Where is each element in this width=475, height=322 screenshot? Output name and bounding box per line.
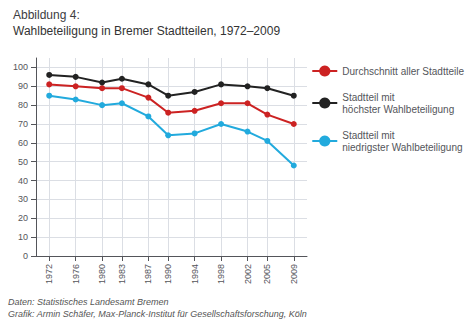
svg-text:1998: 1998 (216, 264, 226, 284)
svg-text:90: 90 (18, 81, 28, 91)
svg-text:Durchschnitt aller Stadtteile: Durchschnitt aller Stadtteile (342, 66, 464, 77)
svg-text:Daten: Statistisches Landesamt: Daten: Statistisches Landesamt Bremen (8, 297, 169, 307)
svg-text:2009: 2009 (289, 264, 299, 284)
svg-text:1976: 1976 (71, 264, 81, 284)
svg-text:Abbildung 4:: Abbildung 4: (13, 8, 80, 22)
svg-text:1987: 1987 (143, 264, 153, 284)
svg-text:80: 80 (18, 100, 28, 110)
svg-text:40: 40 (18, 176, 28, 186)
svg-text:Stadtteil mit: Stadtteil mit (342, 92, 394, 103)
svg-text:1972: 1972 (44, 264, 54, 284)
svg-text:70: 70 (18, 119, 28, 129)
svg-text:2002: 2002 (243, 264, 253, 284)
svg-text:50: 50 (18, 157, 28, 167)
svg-text:Stadtteil mit: Stadtteil mit (342, 130, 394, 141)
svg-text:10: 10 (18, 232, 28, 242)
svg-text:0: 0 (23, 251, 28, 261)
svg-text:20: 20 (18, 213, 28, 223)
svg-text:1980: 1980 (97, 264, 107, 284)
svg-text:Wahlbeteiligung in Bremer Stad: Wahlbeteiligung in Bremer Stadtteilen, 1… (13, 24, 280, 38)
svg-text:Grafik: Armin Schäfer, Max-Pla: Grafik: Armin Schäfer, Max-Planck-Instit… (8, 309, 307, 319)
svg-text:höchster Wahlbeteiligung: höchster Wahlbeteiligung (342, 104, 454, 115)
svg-text:30: 30 (18, 194, 28, 204)
svg-text:1994: 1994 (190, 264, 200, 284)
svg-text:1990: 1990 (163, 264, 173, 284)
svg-text:niedrigster Wahlbeteiligung: niedrigster Wahlbeteiligung (342, 142, 462, 153)
svg-text:100: 100 (13, 62, 28, 72)
svg-text:60: 60 (18, 138, 28, 148)
svg-text:2005: 2005 (262, 264, 272, 284)
svg-text:1983: 1983 (117, 264, 127, 284)
